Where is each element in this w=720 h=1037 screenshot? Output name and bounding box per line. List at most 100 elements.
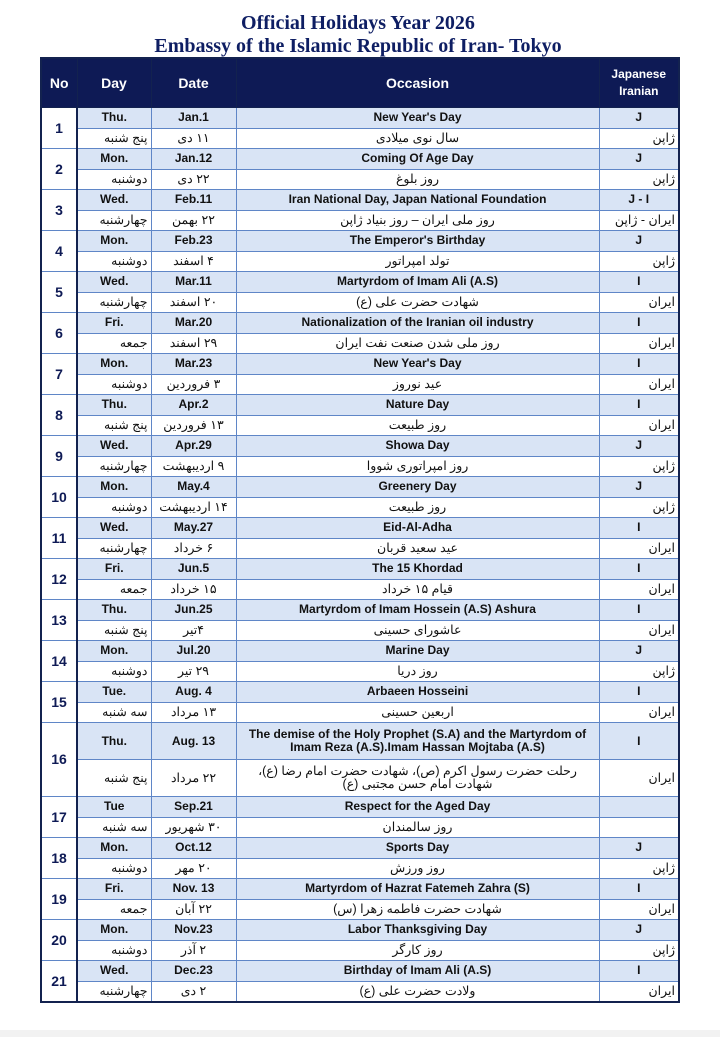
number-cell: 21 — [40, 960, 78, 1003]
date-cell: ۱۳ مرداد — [150, 701, 237, 723]
type-cell: J — [598, 640, 680, 662]
date-cell: ۱۱ دی — [150, 127, 237, 149]
date-cell: Mar.11 — [150, 271, 237, 293]
number-cell: 7 — [40, 353, 78, 395]
occasion-cell: Martyrdom of Imam Hossein (A.S) Ashura — [235, 599, 600, 621]
date-cell: Feb.23 — [150, 230, 237, 252]
date-cell: Jun.5 — [150, 558, 237, 580]
type-cell: ایران - ژاپن — [598, 209, 680, 231]
row: 13 Thu. Jun.25 Martyrdom of Imam Hossein (A… — [40, 599, 680, 641]
number-cell: 18 — [40, 837, 78, 879]
day-cell: پنج شنبه — [76, 414, 152, 436]
day-cell: Fri. — [76, 312, 152, 334]
day-cell: دوشنبه — [76, 496, 152, 518]
type-cell: ایران — [598, 898, 680, 920]
type-cell: ژاپن — [598, 857, 680, 879]
date-cell: ۱۴ اردیبهشت — [150, 496, 237, 518]
number-cell: 11 — [40, 517, 78, 559]
day-cell: پنج شنبه — [76, 619, 152, 641]
day-cell: چهارشنبه — [76, 537, 152, 559]
type-cell: I — [598, 558, 680, 580]
type-cell: J - I — [598, 189, 680, 211]
day-cell: Mon. — [76, 353, 152, 375]
number-cell: 16 — [40, 722, 78, 797]
day-cell: Mon. — [76, 919, 152, 941]
row: 8 Thu. Apr.2 Nature Day I — [40, 394, 680, 436]
date-cell: ۲ آذر — [150, 939, 237, 961]
day-cell: سه شنبه — [76, 701, 152, 723]
type-cell: I — [598, 722, 680, 760]
header-cell: Japanese Iranian — [598, 57, 680, 108]
day-cell: سه شنبه — [76, 816, 152, 838]
row: جمعه ۱۵ خرداد قیام ۱۵ خرداد ایران — [41, 578, 680, 600]
date-cell: ۲۹ اسفند — [150, 332, 237, 354]
date-cell: Aug. 13 — [150, 722, 237, 760]
occasion-cell: The 15 Khordad — [235, 558, 600, 580]
type-cell: I — [598, 353, 680, 375]
occasion-cell: Martyrdom of Hazrat Fatemeh Zahra (S) — [235, 878, 600, 900]
occasion-cell: روز بلوغ — [235, 168, 600, 190]
number-cell: 9 — [40, 435, 78, 477]
type-cell: ایران — [598, 759, 680, 797]
occasion-cell: Martyrdom of Imam Ali (A.S) — [235, 271, 600, 293]
type-cell: ژاپن — [598, 496, 680, 518]
occasion-cell: Coming Of Age Day — [235, 148, 600, 170]
type-cell: ژاپن — [598, 127, 680, 149]
occasion-cell: قیام ۱۵ خرداد — [235, 578, 600, 600]
occasion-cell: The demise of the Holy Prophet (S.A) and… — [235, 722, 600, 760]
occasion-cell: روز ملی ایران – روز بنیاد ژاپن — [235, 209, 600, 231]
occasion-cell: Respect for the Aged Day — [235, 796, 600, 818]
occasion-cell: روز امپراتوری شووا — [235, 455, 600, 477]
occasion-cell: The Emperor's Birthday — [235, 230, 600, 252]
date-cell: Jan.12 — [150, 148, 237, 170]
occasion-cell: روز دریا — [235, 660, 600, 682]
row: دوشنبه ۲ آذر روز کارگر ژاپن — [41, 939, 680, 961]
date-cell: ۴ اسفند — [150, 250, 237, 272]
number-cell: 17 — [40, 796, 78, 838]
occasion-cell: شهادت حضرت فاطمه زهرا (س) — [235, 898, 600, 920]
type-cell: I — [598, 960, 680, 982]
day-cell: Wed. — [76, 960, 152, 982]
occasion-cell: Marine Day — [235, 640, 600, 662]
type-cell: J — [598, 476, 680, 498]
date-cell: ۲ دی — [150, 980, 237, 1003]
day-cell: Tue. — [76, 681, 152, 703]
row: چهارشنبه ۲۲ بهمن روز ملی ایران – روز بنیاد… — [41, 209, 680, 231]
day-cell: Thu. — [76, 394, 152, 416]
row: 12 Fri. Jun.5 The 15 Khordad I — [40, 558, 680, 600]
day-cell: Tue — [76, 796, 152, 818]
day-cell: چهارشنبه — [76, 980, 152, 1003]
row: 16 Thu. Aug. 13 The demise of the Holy Prop… — [40, 722, 680, 797]
row: 20 Mon. Nov.23 Labor Thanksgiving Day J — [40, 919, 680, 961]
number-cell: 5 — [40, 271, 78, 313]
row: پنج شنبه ۱۳ فروردین روز طبیعت ایران — [41, 414, 680, 436]
occasion-cell: سال نوی میلادی — [235, 127, 600, 149]
date-cell: ۴تیر — [150, 619, 237, 641]
date-cell: Sep.21 — [150, 796, 237, 818]
date-cell: Jun.25 — [150, 599, 237, 621]
date-cell: Aug. 4 — [150, 681, 237, 703]
day-cell: دوشنبه — [76, 373, 152, 395]
header-cell: Date — [150, 57, 237, 108]
day-cell: Fri. — [76, 558, 152, 580]
type-cell: ژاپن — [598, 455, 680, 477]
date-cell: Jul.20 — [150, 640, 237, 662]
date-cell: ۲۲ دی — [150, 168, 237, 190]
type-cell: ایران — [598, 980, 680, 1003]
type-cell: ایران — [598, 414, 680, 436]
type-cell: ایران — [598, 619, 680, 641]
header-cell: Day — [76, 57, 152, 108]
occasion-cell: Showa Day — [235, 435, 600, 457]
row: 17 Tue Sep.21 Respect for the Aged Day — [40, 796, 680, 838]
row: 15 Tue. Aug. 4 Arbaeen Hosseini I — [40, 681, 680, 723]
day-cell: Thu. — [76, 722, 152, 760]
type-cell: I — [598, 599, 680, 621]
date-cell: ۲۲ آبان — [150, 898, 237, 920]
row: چهارشنبه ۶ خرداد عید سعید قربان ایران — [41, 537, 680, 559]
type-cell: ژاپن — [598, 168, 680, 190]
row: پنج شنبه ۲۲ مرداد رحلت حضرت رسول اکرم (ص)،… — [41, 759, 680, 797]
occasion-cell: Nationalization of the Iranian oil indus… — [235, 312, 600, 334]
occasion-cell: روز کارگر — [235, 939, 600, 961]
type-cell: J — [598, 837, 680, 859]
